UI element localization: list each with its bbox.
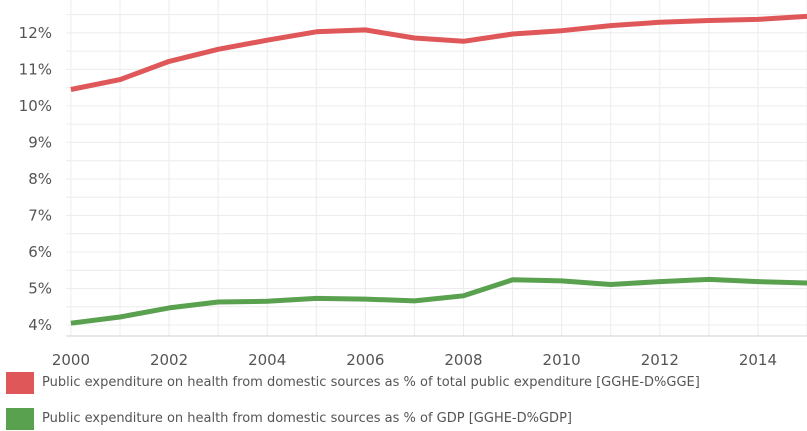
legend-label-gdp: Public expenditure on health from domest… bbox=[42, 411, 572, 426]
y-tick-label-11: 11% bbox=[19, 60, 52, 78]
x-tick-label-2012: 2012 bbox=[641, 351, 679, 369]
y-tick-label-9: 9% bbox=[28, 133, 52, 151]
y-tick-label-10: 10% bbox=[19, 97, 52, 115]
y-tick-label-7: 7% bbox=[28, 206, 52, 224]
y-tick-label-6: 6% bbox=[28, 243, 52, 261]
series-line-1 bbox=[70, 276, 807, 326]
line-chart: 4% 5% 6% 7% 8% 9% 10% 11% 12% bbox=[19, 0, 807, 337]
series-lines bbox=[70, 13, 807, 326]
x-tick-label-2002: 2002 bbox=[150, 351, 188, 369]
y-tick-label-12: 12% bbox=[19, 24, 52, 42]
x-tick-label-2004: 2004 bbox=[248, 351, 286, 369]
y-tick-label-8: 8% bbox=[28, 170, 52, 188]
y-tick-label-5: 5% bbox=[28, 280, 52, 298]
x-tick-label-2000: 2000 bbox=[52, 351, 90, 369]
y-tick-labels: 4% 5% 6% 7% 8% 9% 10% 11% 12% bbox=[19, 24, 52, 334]
x-axis: 2000 2002 2004 2006 2008 2010 2012 2014 bbox=[52, 351, 777, 369]
legend-swatch-gdp bbox=[6, 408, 34, 430]
x-tick-labels: 2000 2002 2004 2006 2008 2010 2012 2014 bbox=[52, 351, 777, 369]
legend-swatch-gge bbox=[6, 372, 34, 394]
x-tick-label-2006: 2006 bbox=[346, 351, 384, 369]
horizontal-gridlines bbox=[66, 14, 807, 326]
x-tick-label-2008: 2008 bbox=[444, 351, 482, 369]
x-tick-label-2010: 2010 bbox=[543, 351, 581, 369]
series-line-0 bbox=[70, 13, 807, 92]
legend-label-gge: Public expenditure on health from domest… bbox=[42, 375, 700, 390]
y-tick-label-4: 4% bbox=[28, 316, 52, 334]
legend-item-gdp[interactable]: Public expenditure on health from domest… bbox=[6, 408, 806, 430]
x-tick-label-2014: 2014 bbox=[739, 351, 777, 369]
vertical-gridlines bbox=[70, 0, 807, 336]
legend-item-gge[interactable]: Public expenditure on health from domest… bbox=[6, 372, 806, 394]
